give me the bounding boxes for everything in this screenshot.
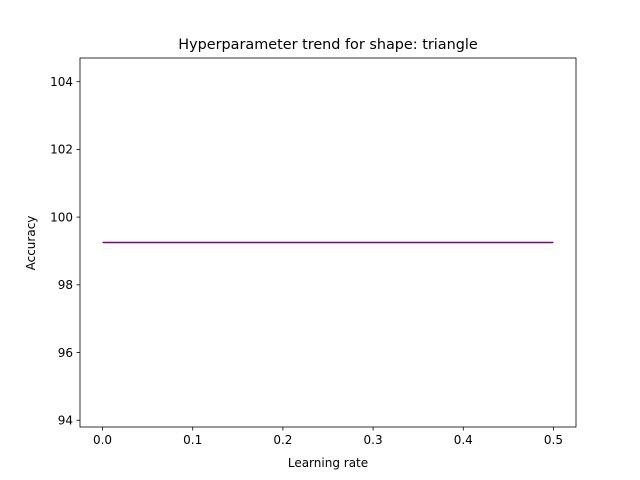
y-tick-label: 96 [58,346,73,360]
y-tick-label: 104 [50,75,73,89]
x-tick-label: 0.5 [544,433,563,447]
x-tick-label: 0.3 [364,433,383,447]
x-tick-label: 0.1 [183,433,202,447]
x-axis-label: Learning rate [288,456,368,470]
plot-area: 0.0 0.1 0.2 0.3 0.4 0.5 94 96 98 100 102 104 [50,57,577,447]
x-tick-label: 0.4 [454,433,473,447]
y-axis-label: Accuracy [24,216,38,271]
y-tick-label: 94 [58,414,73,428]
y-tick-label: 100 [50,210,73,224]
axes-frame [79,57,577,428]
y-tick-label: 102 [50,143,73,157]
x-tick-label: 0.0 [93,433,112,447]
y-tick-label: 98 [58,278,73,292]
chart-title: Hyperparameter trend for shape: triangle [178,37,478,53]
x-tick-label: 0.2 [273,433,292,447]
